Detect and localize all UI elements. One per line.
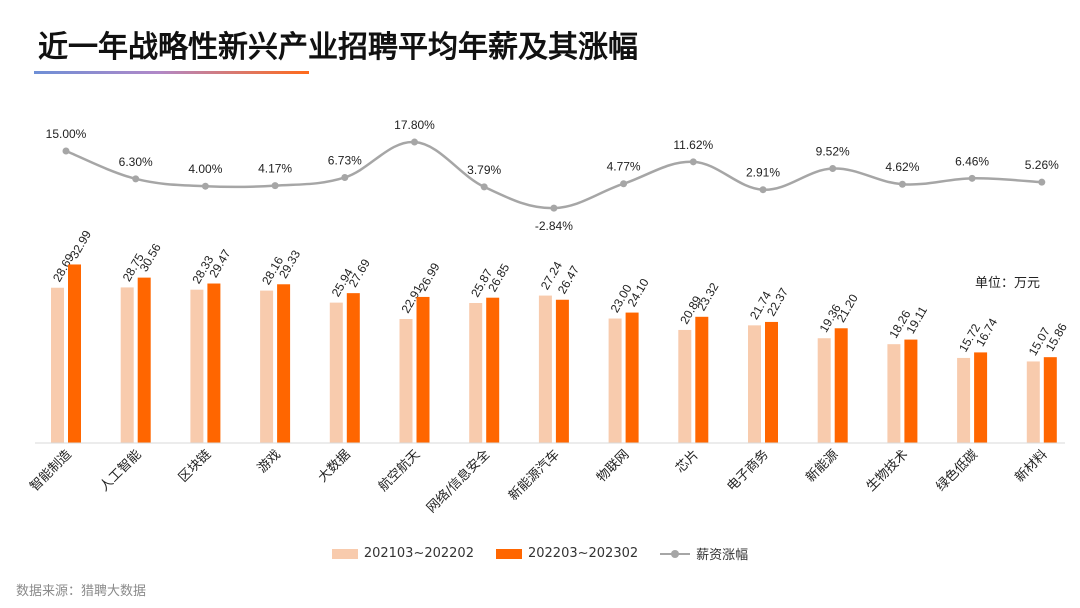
- growth-label-5: 6.73%: [328, 153, 362, 167]
- legend-swatch-series-2: [495, 548, 522, 559]
- growth-point-6: [411, 138, 418, 146]
- growth-point-5: [341, 173, 349, 181]
- legend: 202103~202202 202203~202302 薪资涨幅: [0, 544, 1080, 563]
- x-tick-label-9: 物联网: [594, 447, 632, 485]
- legend-swatch-growth-line: [660, 548, 691, 560]
- growth-label-3: 4.00%: [188, 162, 222, 176]
- growth-point-3: [201, 182, 209, 190]
- growth-line-layer: 15.00% 6.30% 4.00% 4.17% 6.73% 17.80% 3.79% -2.…: [46, 118, 1059, 233]
- growth-label-6: 17.80%: [394, 118, 435, 132]
- x-tick-label-4: 游戏: [255, 447, 284, 476]
- bar-1-9: [608, 318, 622, 443]
- growth-label-9: 4.77%: [607, 160, 641, 174]
- bar-1-12: [817, 338, 831, 443]
- x-tick-label-5: 大数据: [315, 447, 353, 485]
- growth-label-2: 6.30%: [119, 155, 153, 169]
- growth-label-10: 11.62%: [673, 138, 713, 152]
- growth-point-4: [271, 182, 279, 190]
- x-tick-label-10: 芯片: [673, 447, 702, 476]
- legend-label-growth-line: 薪资涨幅: [696, 548, 749, 563]
- x-tick-label-13: 生物技术: [864, 447, 911, 494]
- source-note: 数据来源：猎聘大数据: [16, 584, 147, 599]
- title-underline: [34, 71, 309, 74]
- growth-label-12: 9.52%: [816, 145, 850, 159]
- growth-label-8: -2.84%: [535, 219, 573, 233]
- growth-label-13: 4.62%: [885, 160, 919, 174]
- x-tick-label-14: 绿色低碳: [933, 447, 981, 495]
- bar-label-2-6: 26.99: [415, 260, 442, 293]
- growth-label-15: 5.26%: [1025, 158, 1059, 172]
- growth-label-7: 3.79%: [467, 163, 501, 177]
- growth-point-12: [829, 165, 837, 173]
- bar-2-5: [346, 293, 360, 443]
- bar-2-2: [137, 277, 151, 443]
- bar-2-10: [695, 316, 709, 443]
- unit-label: 单位：万元: [975, 276, 1041, 291]
- bar-2-12: [834, 328, 848, 443]
- bar-1-11: [748, 325, 761, 443]
- growth-point-14: [968, 174, 976, 182]
- x-tick-label-8: 新能源汽车: [505, 447, 562, 504]
- bar-1-2: [120, 287, 134, 443]
- bar-2-11: [765, 321, 778, 443]
- bar-2-14: [974, 352, 988, 443]
- bar-2-7: [486, 297, 500, 443]
- bar-1-5: [329, 302, 343, 443]
- growth-point-2: [132, 175, 140, 183]
- bar-1-1: [51, 287, 64, 443]
- bar-2-4: [277, 284, 291, 443]
- legend-label-series-2: 202203~202302: [527, 546, 639, 561]
- growth-label-11: 2.91%: [746, 166, 780, 180]
- x-tick-label-12: 新能源: [803, 447, 842, 486]
- x-tick-label-1: 智能制造: [27, 447, 74, 494]
- bar-2-8: [555, 299, 569, 443]
- bar-2-13: [904, 339, 918, 443]
- bar-1-3: [190, 289, 204, 443]
- bar-1-14: [957, 357, 971, 443]
- x-tick-label-7: 网络/信息安全: [423, 447, 493, 517]
- x-tick-label-11: 电子商务: [724, 447, 772, 495]
- legend-item-growth-line: 薪资涨幅: [660, 544, 748, 563]
- growth-point-13: [898, 180, 906, 188]
- bar-1-15: [1026, 361, 1040, 443]
- bar-1-7: [469, 302, 483, 443]
- growth-point-7: [480, 183, 488, 191]
- growth-label-14: 6.46%: [955, 154, 989, 168]
- bar-2-9: [625, 312, 639, 443]
- bar-2-6: [416, 296, 430, 443]
- bar-2-1: [68, 264, 81, 443]
- growth-point-15: [1038, 178, 1046, 186]
- legend-item-series-1: 202103~202202: [331, 544, 474, 563]
- growth-point-1: [62, 147, 70, 155]
- growth-point-9: [620, 180, 628, 188]
- x-tick-label-2: 人工智能: [97, 447, 144, 494]
- legend-item-series-2: 202203~202302: [495, 544, 639, 563]
- growth-label-4: 4.17%: [258, 162, 292, 176]
- x-tick-labels: 智能制造 人工智能 区块链 游戏 大数据 航空航天 网络/信息安全 新能源汽车 物联网 芯片 电子商…: [27, 447, 1050, 517]
- x-tick-label-6: 航空航天: [375, 447, 423, 495]
- legend-label-series-1: 202103~202202: [363, 546, 474, 561]
- x-tick-label-3: 区块链: [176, 447, 214, 485]
- bar-2-15: [1043, 357, 1057, 443]
- growth-label-1: 15.00%: [46, 127, 87, 141]
- bar-1-8: [538, 295, 552, 443]
- bar-label-2-10: 23.32: [694, 280, 721, 313]
- growth-point-10: [689, 158, 697, 166]
- legend-swatch-series-1: [331, 548, 358, 559]
- growth-point-11: [759, 186, 767, 194]
- chart-title: 近一年战略性新兴产业招聘平均年薪及其涨幅: [38, 30, 638, 65]
- bar-1-13: [887, 344, 901, 443]
- bar-1-10: [678, 329, 692, 443]
- bar-label-2-1: 32.99: [67, 228, 94, 261]
- bar-2-3: [207, 283, 221, 443]
- bar-1-4: [260, 290, 274, 443]
- growth-point-8: [550, 204, 558, 212]
- x-tick-label-15: 新材料: [1012, 447, 1051, 486]
- bar-1-6: [399, 319, 413, 443]
